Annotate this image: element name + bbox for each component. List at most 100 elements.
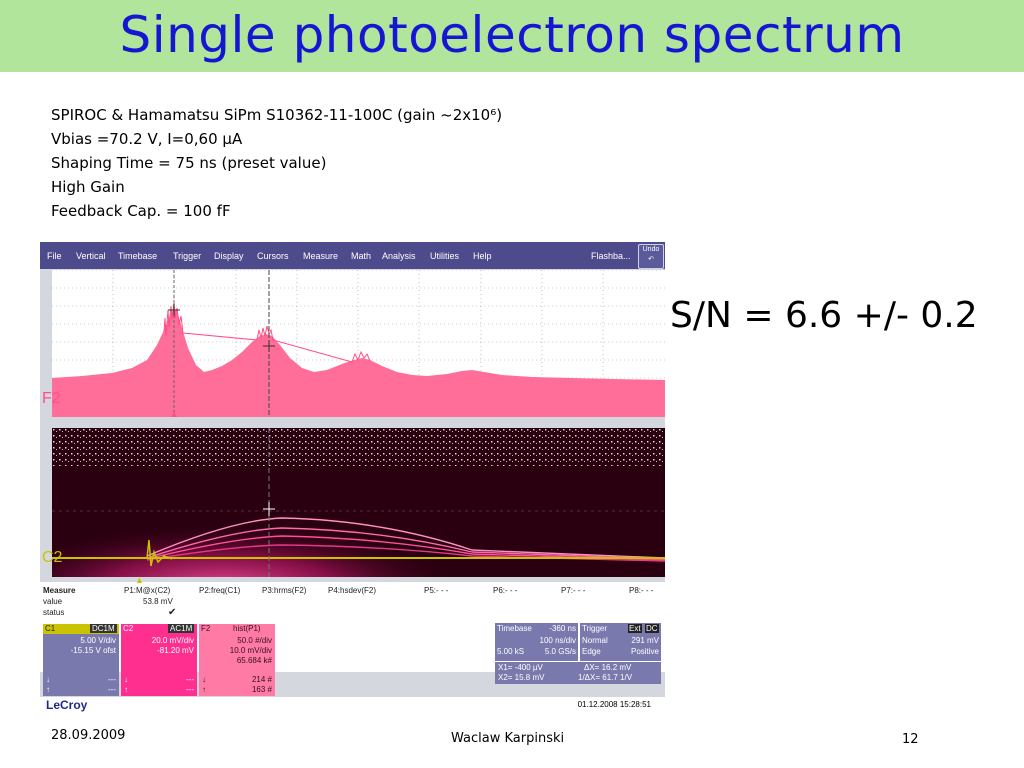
footer-page-number: 12 (902, 732, 919, 747)
menu-vertical[interactable]: Vertical (76, 251, 106, 261)
c1-offset: -15.15 V ofst (70, 646, 116, 655)
menu-display[interactable]: Display (214, 251, 244, 261)
measure-param-p8[interactable]: P8:- - - (629, 586, 654, 595)
menu-file[interactable]: File (47, 251, 62, 261)
menu-measure[interactable]: Measure (303, 251, 339, 261)
menu-help[interactable]: Help (473, 251, 492, 261)
menu-utilities[interactable]: Utilities (430, 251, 460, 261)
menu-timebase[interactable]: Timebase (118, 251, 158, 261)
measure-param-p2[interactable]: P2:freq(C1) (199, 586, 241, 595)
measure-param-p4[interactable]: P4:hsdev(F2) (328, 586, 377, 595)
scope-menubar: File Vertical Timebase Trigger Display C… (40, 242, 665, 269)
f2-header (199, 624, 275, 634)
trigger-position-icon: ▲ (135, 575, 144, 585)
timebase-label: Timebase (497, 624, 532, 633)
f2-foot-icon-1: ↓ (202, 675, 206, 684)
trigger-mode: Normal (582, 636, 608, 645)
cursor-marker-lower[interactable] (263, 502, 275, 516)
c1-trigger-pulse (146, 539, 173, 567)
cursor-inv: 1/ΔX= 61.7 1/V (578, 673, 633, 682)
trace-label-f2: F2 (42, 390, 61, 407)
scope-statusbar: LeCroy 01.12.2008 15:28:51 (40, 697, 665, 712)
c1-vdiv: 5.00 V/div (80, 636, 116, 645)
trigger-type: Edge (582, 647, 601, 656)
menu-cursors[interactable]: Cursors (257, 251, 289, 261)
measure-row-value: value (43, 597, 63, 606)
histogram-graphic (52, 269, 665, 417)
undo-arrow-icon: ↶ (648, 256, 654, 263)
undo-button[interactable]: Undo ↶ (638, 244, 664, 269)
c1-header (43, 624, 119, 634)
cursor-x2: X2= 15.8 mV (498, 673, 545, 682)
waveform-band (146, 517, 665, 562)
info-line-vbias: Vbias =70.2 V, I=0,60 µA (51, 130, 243, 148)
channel-f2-box[interactable]: F2 hist(P1) 50.0 #/div 10.0 mV/div 65.68… (199, 624, 275, 696)
trigger-tag-2: DC (645, 624, 659, 633)
undo-label: Undo (642, 246, 660, 253)
signal-to-noise: S/N = 6.6 +/- 0.2 (670, 295, 978, 336)
c2-foot-2: --- (186, 685, 194, 694)
footer-date: 28.09.2009 (51, 728, 126, 743)
oscilloscope-screen: File Vertical Timebase Trigger Display C… (40, 242, 665, 712)
info-line-gain: High Gain (51, 178, 125, 196)
histogram-noise (163, 301, 371, 363)
persistence-graphic (52, 428, 665, 577)
f2-line-3: 65.684 k# (236, 656, 272, 665)
persistence-panel (52, 428, 665, 577)
measure-param-p5[interactable]: P5:- - - (424, 586, 449, 595)
c2-header (121, 624, 197, 634)
cursor-marker-1[interactable] (168, 304, 180, 316)
channel-c1-box[interactable]: C1 DC1M 5.00 V/div -15.15 V ofst ↓ --- ↑… (43, 624, 119, 696)
trigger-box[interactable]: Trigger Ext DC Normal 291 mV Edge Positi… (580, 623, 661, 661)
c1-name: C1 (45, 624, 56, 633)
c1-foot-icon-1: ↓ (46, 675, 50, 684)
noise-dots-top (52, 428, 665, 466)
lecroy-logo: LeCroy (46, 698, 88, 712)
trace-label-c2: C2 (42, 549, 63, 566)
info-line-shaping: Shaping Time = 75 ns (preset value) (51, 154, 327, 172)
trigger-tag-1: Ext (628, 624, 642, 633)
menu-flashback[interactable]: Flashba... (591, 251, 631, 261)
footer-author: Waclaw Karpinski (451, 731, 565, 746)
c1-foot-1: --- (108, 675, 116, 684)
timebase-box[interactable]: Timebase -360 ns 100 ns/div 5.00 kS 5.0 … (495, 623, 578, 661)
histogram-fill (52, 308, 665, 417)
menu-trigger[interactable]: Trigger (173, 251, 202, 261)
info-line-device: SPIROC & Hamamatsu SiPm S10362-11-100C (… (51, 103, 502, 127)
c1-foot-2: --- (108, 685, 116, 694)
f2-foot-2: 163 # (251, 685, 272, 694)
cursor-x1: X1= -400 µV (498, 663, 543, 672)
scope-timestamp: 01.12.2008 15:28:51 (577, 700, 651, 709)
measure-param-p6[interactable]: P6:- - - (493, 586, 518, 595)
f2-tag: hist(P1) (233, 624, 261, 633)
c2-name: C2 (123, 624, 134, 633)
c2-tag: AC1M (168, 624, 195, 633)
measure-param-p3[interactable]: P3:hrms(F2) (262, 586, 307, 595)
trigger-level: 291 mV (631, 636, 659, 645)
cursor-marker-2[interactable] (263, 340, 275, 352)
timebase-div: 100 ns/div (539, 636, 576, 645)
measure-param-p7[interactable]: P7:- - - (561, 586, 586, 595)
f2-foot-icon-2: ↑ (202, 685, 206, 694)
cursor-dx: ΔX= 16.2 mV (584, 663, 632, 672)
cursor-readout-box[interactable]: X1= -400 µV ΔX= 16.2 mV X2= 15.8 mV 1/ΔX… (495, 662, 661, 684)
menu-analysis[interactable]: Analysis (382, 251, 416, 261)
channel-c2-box[interactable]: C2 AC1M 20.0 mV/div -81.20 mV ↓ --- ↑ --… (121, 624, 197, 696)
info-block: SPIROC & Hamamatsu SiPm S10362-11-100C (… (51, 103, 502, 223)
trigger-slope: Positive (630, 647, 659, 656)
c2-foot-icon-2: ↑ (124, 685, 128, 694)
slide-title: Single photoelectron spectrum (119, 6, 905, 64)
c1-foot-icon-2: ↑ (46, 685, 50, 694)
timebase-samples: 5.00 kS (497, 647, 525, 656)
histogram-panel (52, 269, 665, 417)
c2-foot-1: --- (186, 675, 194, 684)
f2-line-1: 50.0 #/div (237, 636, 272, 645)
trigger-marker-bottom (171, 412, 177, 417)
measure-p1-status-check-icon: ✔ (168, 607, 177, 618)
c2-foot-icon-1: ↓ (124, 675, 128, 684)
menu-math[interactable]: Math (351, 251, 372, 261)
info-line-device-text: SPIROC & Hamamatsu SiPm S10362-11-100C (… (51, 106, 503, 124)
histogram-grid (52, 269, 665, 417)
measure-p1-value: 53.8 mV (143, 597, 173, 606)
measure-param-p1[interactable]: P1:M@x(C2) (124, 586, 171, 595)
